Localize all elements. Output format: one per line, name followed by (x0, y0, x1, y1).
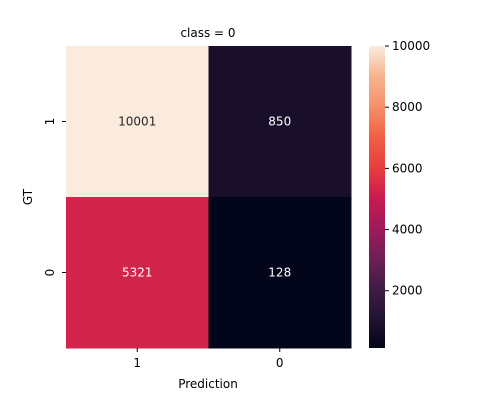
heatmap-cell (208, 46, 352, 198)
heatmap-cells (66, 46, 352, 349)
x-tick-label: 1 (133, 356, 141, 370)
y-axis-label: GT (21, 188, 35, 205)
chart-title: class = 0 (180, 26, 235, 40)
x-tick-label: 0 (276, 356, 284, 370)
cell-value-label: 5321 (122, 266, 153, 280)
heatmap-cell (66, 46, 209, 198)
colorbar-tick-label: 6000 (392, 161, 423, 175)
y-axis: 10 (43, 118, 66, 277)
x-axis-label: Prediction (178, 377, 238, 391)
heatmap-cell (66, 197, 209, 349)
cell-value-label: 128 (268, 266, 291, 280)
colorbar-ticks: 2000 4000 6000 8000 10000 (385, 39, 430, 298)
colorbar (369, 46, 385, 348)
y-tick-label: 0 (43, 269, 57, 277)
colorbar-tick-label: 10000 (392, 39, 430, 53)
cell-value-label: 10001 (118, 115, 156, 129)
colorbar-tick-label: 4000 (392, 223, 423, 237)
cell-value-label: 850 (268, 115, 291, 129)
y-tick-label: 1 (43, 118, 57, 126)
colorbar-tick-label: 8000 (392, 100, 423, 114)
colorbar-tick-label: 2000 (392, 284, 423, 298)
heatmap-cell (208, 197, 352, 349)
heatmap-cell-labels: 10001 850 5321 128 (118, 115, 291, 280)
